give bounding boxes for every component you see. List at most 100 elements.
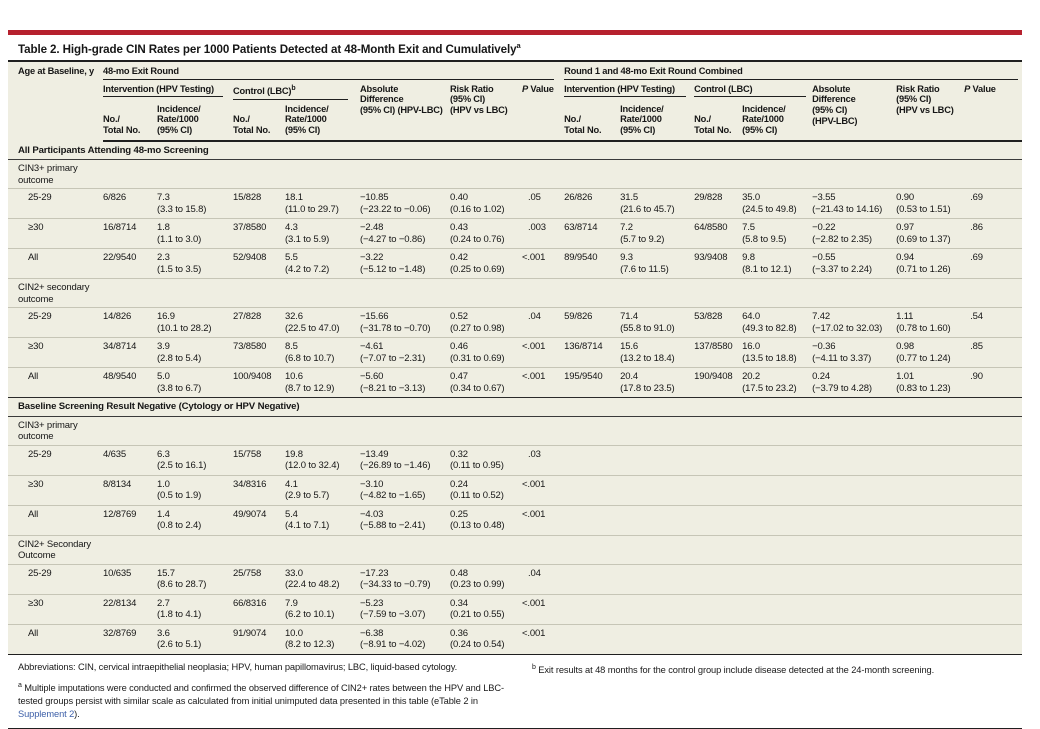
outcome-group-row: CIN3+ primary outcome xyxy=(8,415,1023,446)
table-cell: 63/8714 xyxy=(564,218,621,249)
group-header-exit-round: 48-mo Exit Round xyxy=(103,61,564,82)
table-cell: .90 xyxy=(964,367,1023,398)
table-cell: 33.0 (22.4 to 48.2) xyxy=(285,563,360,595)
table-cell xyxy=(896,623,965,655)
outcome-group-label: CIN2+ secondary outcome xyxy=(8,278,103,308)
table-cell: 48/9540 xyxy=(103,367,157,398)
table-cell xyxy=(896,563,965,595)
table-cell: 15/828 xyxy=(233,188,285,219)
table-cell: 53/828 xyxy=(694,307,743,338)
age-cell: All xyxy=(8,504,103,536)
table-row: All 48/9540 5.0 (3.8 to 6.7) 100/9408 10.6 (… xyxy=(8,367,1023,398)
table-cell: 22/9540 xyxy=(103,248,157,279)
table-cell: 64/8580 xyxy=(694,218,743,249)
table-cell: −10.85 (−23.22 to −0.06) xyxy=(360,188,450,219)
red-accent-bar xyxy=(8,30,1022,35)
table-cell: .04 xyxy=(522,307,565,338)
table-cell: <.001 xyxy=(522,367,565,398)
table-cell xyxy=(896,504,965,536)
table-cell xyxy=(564,474,621,506)
table-cell: 64.0 (49.3 to 82.8) xyxy=(742,307,813,338)
column-header-abs-diff-exit: Absolute Difference (95% CI) (HPV-LBC) xyxy=(360,81,450,142)
table-row: ≥30 16/8714 1.8 (1.1 to 3.0) 37/8580 4.3 (3.… xyxy=(8,218,1023,249)
table-cell: 190/9408 xyxy=(694,367,743,398)
column-header-row: No./ Total No. Incidence/ Rate/1000 (95%… xyxy=(8,101,1022,142)
table-title: Table 2. High-grade CIN Rates per 1000 P… xyxy=(8,35,1022,60)
table-cell: 0.48 (0.23 to 0.99) xyxy=(450,563,522,595)
table-cell xyxy=(564,563,621,595)
table-row: 25-29 10/635 15.7 (8.6 to 28.7) 25/758 33.0 … xyxy=(8,563,1023,595)
table-cell: 73/8580 xyxy=(233,337,285,368)
table-cell: <.001 xyxy=(522,623,565,655)
footnote-a-marker: a xyxy=(18,681,22,689)
table-row: All 32/8769 3.6 (2.6 to 5.1) 91/9074 10.0 (8… xyxy=(8,623,1023,655)
table-cell: −13.49 (−26.89 to −1.46) xyxy=(360,444,450,476)
table-title-footnote-marker: a xyxy=(516,41,521,50)
subgroup-intervention-combined: Intervention (HPV Testing) xyxy=(564,82,694,102)
column-header-abs-diff-combined: Absolute Difference (95% CI) (HPV-LBC) xyxy=(812,81,897,142)
table-cell: 16.9 (10.1 to 28.2) xyxy=(157,307,233,338)
table-cell: .54 xyxy=(964,307,1023,338)
table-cell: 0.52 (0.27 to 0.98) xyxy=(450,307,522,338)
subgroup-header-row: Intervention (HPV Testing) Control (LBC)… xyxy=(8,81,1023,142)
table-cell: 4/635 xyxy=(103,444,157,476)
table-cell xyxy=(742,563,813,595)
table-cell: 4.3 (3.1 to 5.9) xyxy=(285,218,360,249)
table-cell: <.001 xyxy=(522,504,565,536)
table-cell: 3.9 (2.8 to 5.4) xyxy=(157,337,233,368)
table-cell: −4.61 (−7.07 to −2.31) xyxy=(360,337,450,368)
table-cell: 15.7 (8.6 to 28.7) xyxy=(157,563,233,595)
table-title-text: Table 2. High-grade CIN Rates per 1000 P… xyxy=(18,42,517,56)
table-cell: 7.9 (6.2 to 10.1) xyxy=(285,593,360,625)
table-cell: 0.40 (0.16 to 1.02) xyxy=(450,188,522,219)
table-cell: 0.36 (0.24 to 0.54) xyxy=(450,623,522,655)
table-cell: −4.03 (−5.88 to −2.41) xyxy=(360,504,450,536)
table-cell: 9.8 (8.1 to 12.1) xyxy=(742,248,813,279)
table-cell: 136/8714 xyxy=(564,337,621,368)
table-cell: −17.23 (−34.33 to −0.79) xyxy=(360,563,450,595)
table-cell: 34/8316 xyxy=(233,474,285,506)
table-cell: −0.36 (−4.11 to 3.37) xyxy=(812,337,897,368)
table-cell: 0.24 (−3.79 to 4.28) xyxy=(812,367,897,398)
table-cell: −2.48 (−4.27 to −0.86) xyxy=(360,218,450,249)
subgroup-intervention-exit: Intervention (HPV Testing) xyxy=(103,82,233,102)
table-cell: 10/635 xyxy=(103,563,157,595)
column-header-risk-ratio-exit: Risk Ratio (95% CI) (HPV vs LBC) xyxy=(450,81,522,142)
table-cell: .03 xyxy=(522,444,565,476)
cin-rates-table: Age at Baseline, y 48-mo Exit Round Roun… xyxy=(8,59,1023,655)
table-cell: .69 xyxy=(964,188,1023,219)
table-cell: .86 xyxy=(964,218,1023,249)
table-cell: 0.47 (0.34 to 0.67) xyxy=(450,367,522,398)
table-cell xyxy=(564,593,621,625)
table-cell: 4.1 (2.9 to 5.7) xyxy=(285,474,360,506)
group-header-combined: Round 1 and 48-mo Exit Round Combined xyxy=(564,61,1022,82)
table-cell xyxy=(964,593,1023,625)
supplement-2-link[interactable]: Supplement 2 xyxy=(18,709,75,720)
table-cell: 32.6 (22.5 to 47.0) xyxy=(285,307,360,338)
table-cell: 10.6 (8.7 to 12.9) xyxy=(285,367,360,398)
table-cell: 0.97 (0.69 to 1.37) xyxy=(896,218,965,249)
table-cell: 0.25 (0.13 to 0.48) xyxy=(450,504,522,536)
table-cell: 0.98 (0.77 to 1.24) xyxy=(896,337,965,368)
table-cell: 2.3 (1.5 to 3.5) xyxy=(157,248,233,279)
column-header-incidence-3: Incidence/ Rate/1000 (95% CI) xyxy=(620,101,695,142)
table-cell: 1.11 (0.78 to 1.60) xyxy=(896,307,965,338)
table-cell: −3.10 (−4.82 to −1.65) xyxy=(360,474,450,506)
table-cell: −6.38 (−8.91 to −4.02) xyxy=(360,623,450,655)
table-cell: 1.8 (1.1 to 3.0) xyxy=(157,218,233,249)
outcome-group-row: CIN2+ secondary outcome xyxy=(8,278,1023,308)
table-cell xyxy=(812,504,897,536)
table-cell: 8/8134 xyxy=(103,474,157,506)
table-cell: 0.24 (0.11 to 0.52) xyxy=(450,474,522,506)
table-cell: 52/9408 xyxy=(233,248,285,279)
table-cell: −5.23 (−7.59 to −3.07) xyxy=(360,593,450,625)
table-cell xyxy=(620,444,695,476)
column-header-age: Age at Baseline, y xyxy=(18,65,94,76)
table-cell: −3.22 (−5.12 to −1.48) xyxy=(360,248,450,279)
table-cell xyxy=(742,593,813,625)
table-cell: 0.94 (0.71 to 1.26) xyxy=(896,248,965,279)
age-cell: All xyxy=(8,367,103,398)
table-cell: 0.90 (0.53 to 1.51) xyxy=(896,188,965,219)
table-cell: 195/9540 xyxy=(564,367,621,398)
table-cell xyxy=(812,563,897,595)
